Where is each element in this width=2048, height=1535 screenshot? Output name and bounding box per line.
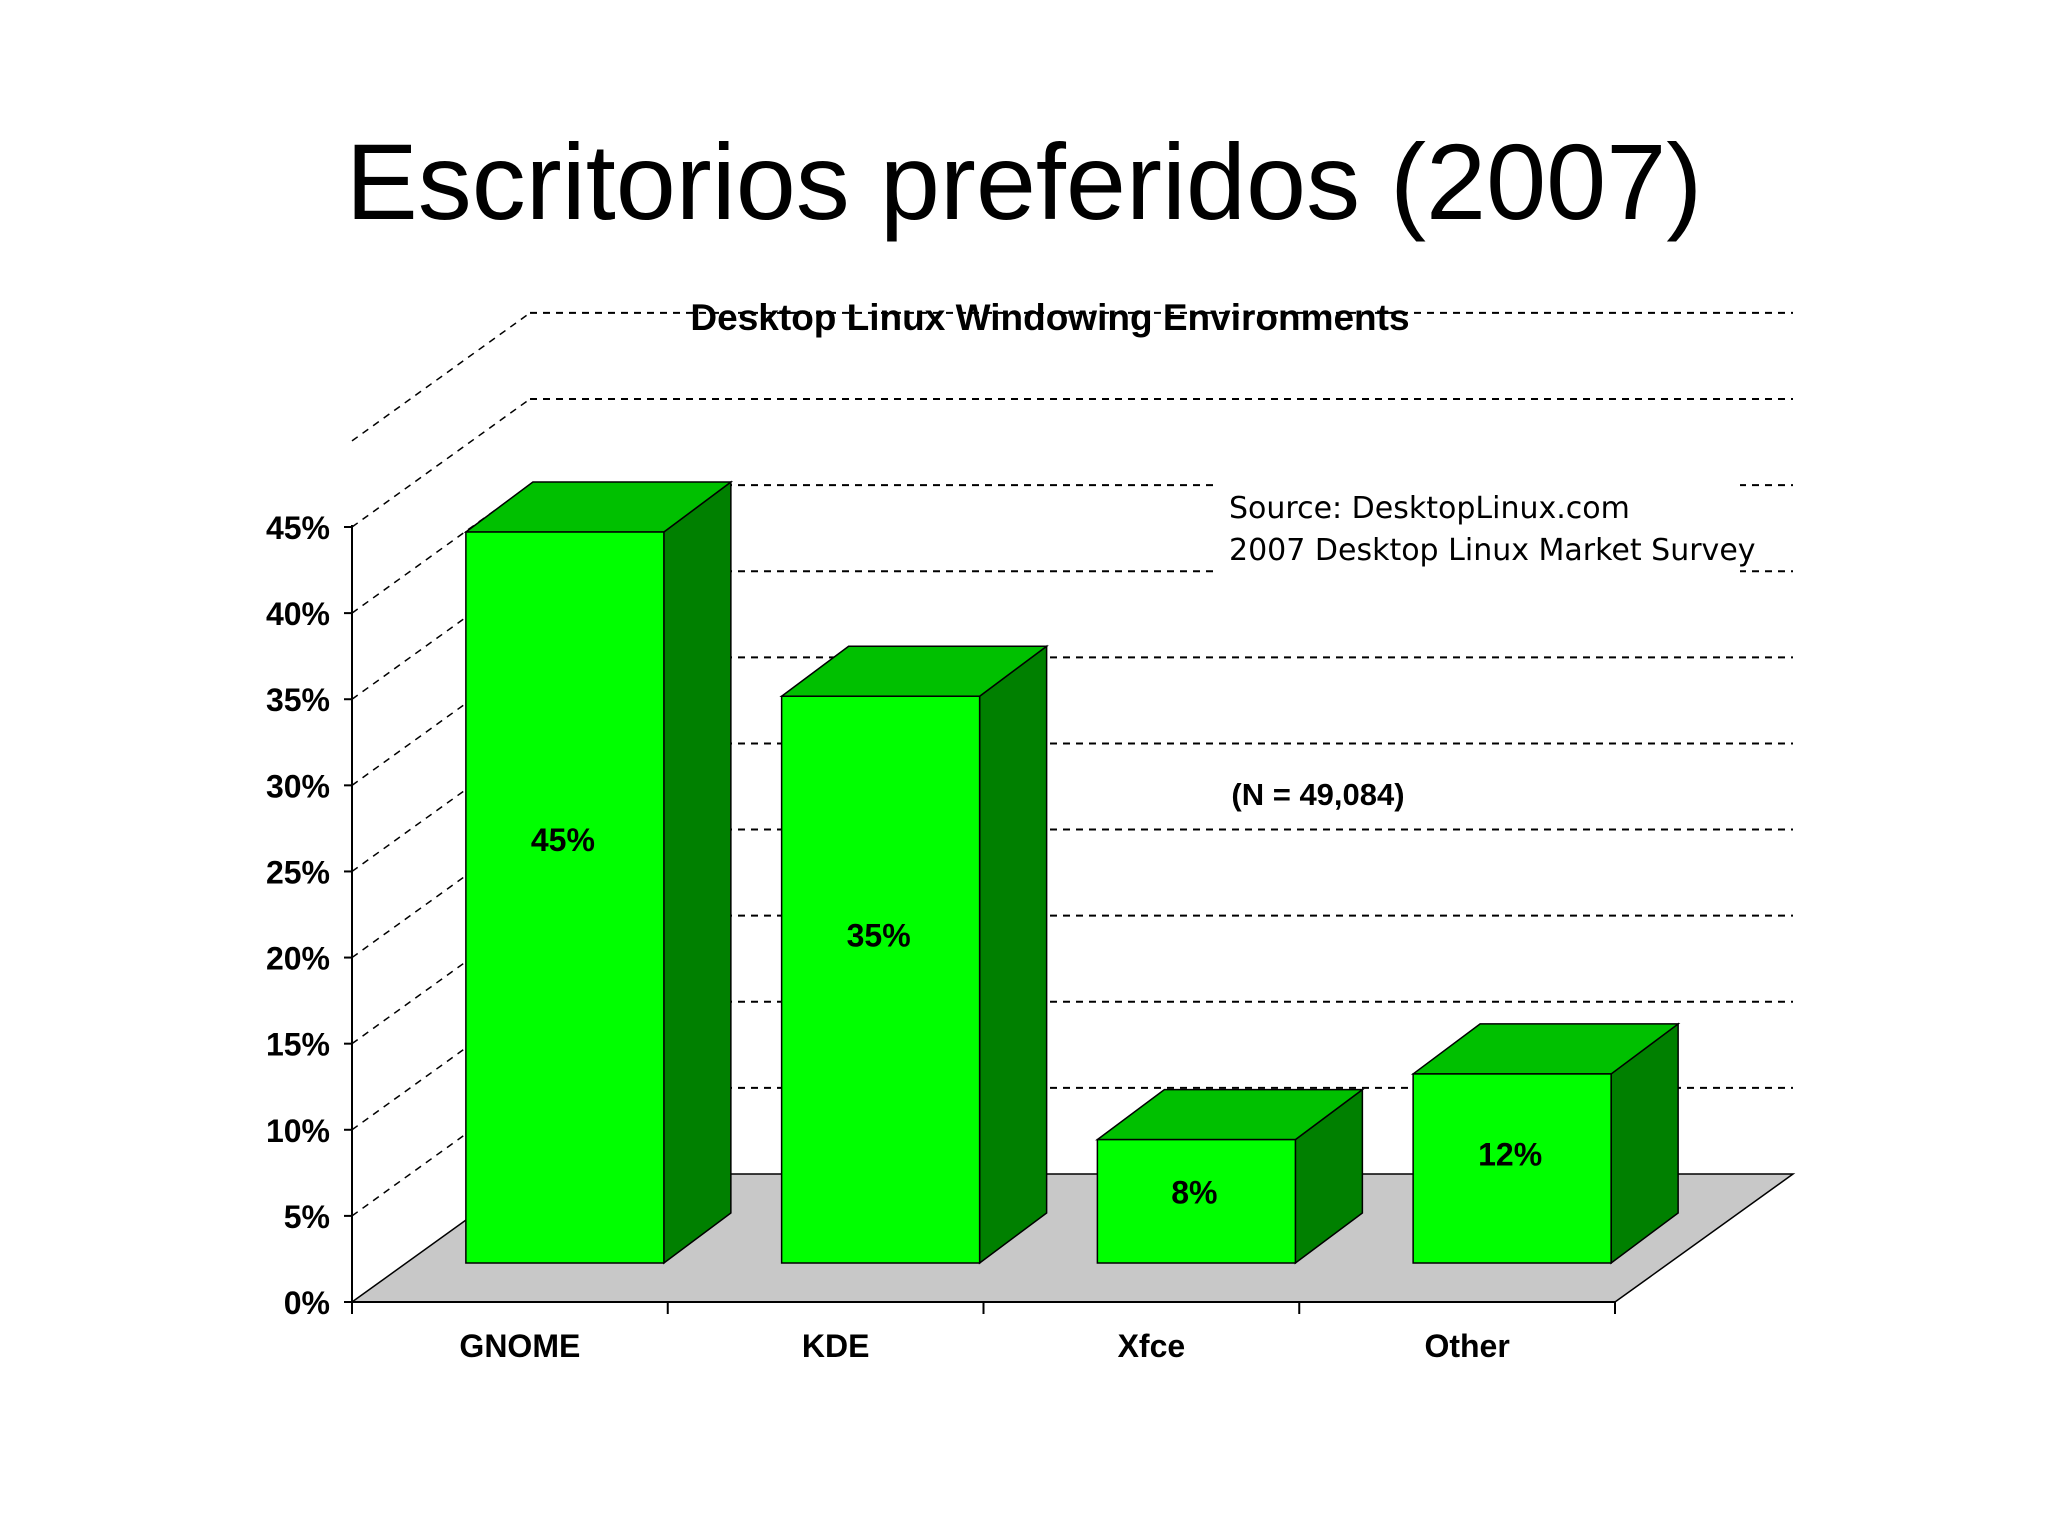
gridline-diagonal <box>351 312 531 442</box>
data-label: 45% <box>531 822 595 858</box>
bar-other <box>1410 1022 1681 1265</box>
y-tick-label: 45% <box>266 510 330 546</box>
bar-front-face <box>1412 1073 1612 1264</box>
y-tick-label: 10% <box>266 1113 330 1149</box>
data-label: 8% <box>1171 1174 1217 1210</box>
sample-size-annotation: (N = 49,084) <box>1231 777 1404 812</box>
x-tick-label: Other <box>1424 1328 1509 1364</box>
y-tick-label: 40% <box>266 596 330 632</box>
source-annotation-line1: Source: DesktopLinux.com <box>1229 491 1630 526</box>
y-tick-label: 35% <box>266 682 330 718</box>
bar-side-face <box>663 480 732 1265</box>
bars <box>463 480 1681 1265</box>
bar-side-face <box>978 644 1048 1265</box>
bar-front-face <box>780 695 981 1264</box>
bar-xfce <box>1095 1088 1365 1265</box>
slide-title: Escritorios preferidos (2007) <box>345 121 1703 242</box>
labels: 0% 5% 10% 15% 20% 25% 30% 35% 40% 45% 45% GNOME 35% K… <box>266 510 1542 1364</box>
x-tick-label: Xfce <box>1118 1328 1186 1364</box>
bar-front-face <box>1096 1138 1297 1264</box>
gridline-diagonal <box>351 398 531 528</box>
x-tick-label: GNOME <box>459 1328 580 1364</box>
data-label: 12% <box>1478 1136 1542 1172</box>
y-tick-label: 0% <box>284 1285 330 1321</box>
y-tick-label: 15% <box>266 1027 330 1063</box>
y-tick-label: 30% <box>266 768 330 804</box>
data-label: 35% <box>847 917 911 953</box>
y-tick-label: 25% <box>266 854 330 890</box>
annotation-background <box>1218 478 1740 578</box>
bar-gnome <box>463 480 734 1265</box>
x-tick-label: KDE <box>802 1328 870 1364</box>
y-tick-label: 20% <box>266 941 330 977</box>
chart-title: Desktop Linux Windowing Environments <box>690 297 1409 338</box>
y-tick-label: 5% <box>284 1199 330 1235</box>
source-annotation-line2: 2007 Desktop Linux Market Survey <box>1229 533 1756 568</box>
bar-front-face <box>465 531 665 1264</box>
axes <box>344 525 1616 1314</box>
gridlines <box>351 311 1793 1217</box>
bar-kde <box>779 644 1049 1265</box>
